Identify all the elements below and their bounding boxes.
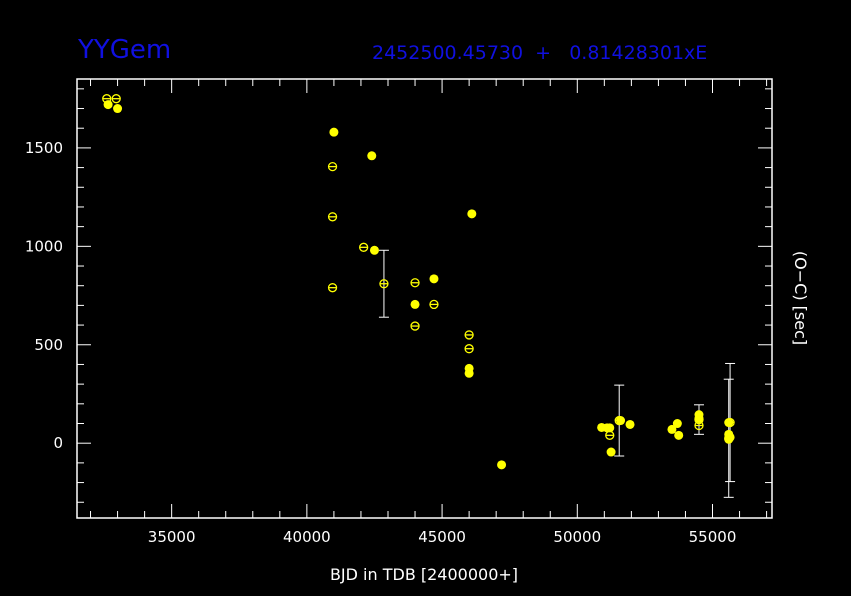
axis-ticks [77,79,772,518]
filled-data-point [329,127,339,137]
y-axis-label: (O−C) [sec] [791,251,810,345]
filled-data-point [369,245,379,255]
filled-data-point [674,430,684,440]
x-tick-labels: 35000 40000 45000 50000 55000 [148,528,737,546]
ephemeris-label: 2452500.45730 + 0.81428301xE [372,42,707,64]
filled-data-point [497,460,507,470]
chart-title: YYGem [77,35,171,65]
y-tick-labels: 0 500 1000 1500 [25,139,63,452]
filled-data-point [467,209,477,219]
y-tick-label: 0 [53,434,63,452]
x-tick-label: 45000 [418,528,466,546]
x-tick-label: 55000 [689,528,737,546]
filled-data-point [605,423,615,433]
filled-data-point [367,151,377,161]
x-tick-label: 35000 [148,528,196,546]
filled-data-point [429,274,439,284]
x-axis-label: BJD in TDB [2400000+] [330,565,518,584]
y-tick-label: 1000 [25,237,63,255]
y-tick-label: 1500 [25,139,63,157]
filled-data-point [606,447,616,457]
filled-data-point [464,368,474,378]
data-points [102,94,735,470]
y-tick-label: 500 [34,336,63,354]
filled-data-point [667,424,677,434]
x-tick-label: 50000 [553,528,601,546]
error-bars [378,249,736,498]
plot-frame [76,78,773,519]
filled-data-point [113,104,123,114]
filled-data-point [103,100,113,110]
filled-data-point [625,419,635,429]
x-tick-label: 40000 [283,528,331,546]
filled-data-point [410,299,420,309]
filled-data-point [672,419,682,429]
